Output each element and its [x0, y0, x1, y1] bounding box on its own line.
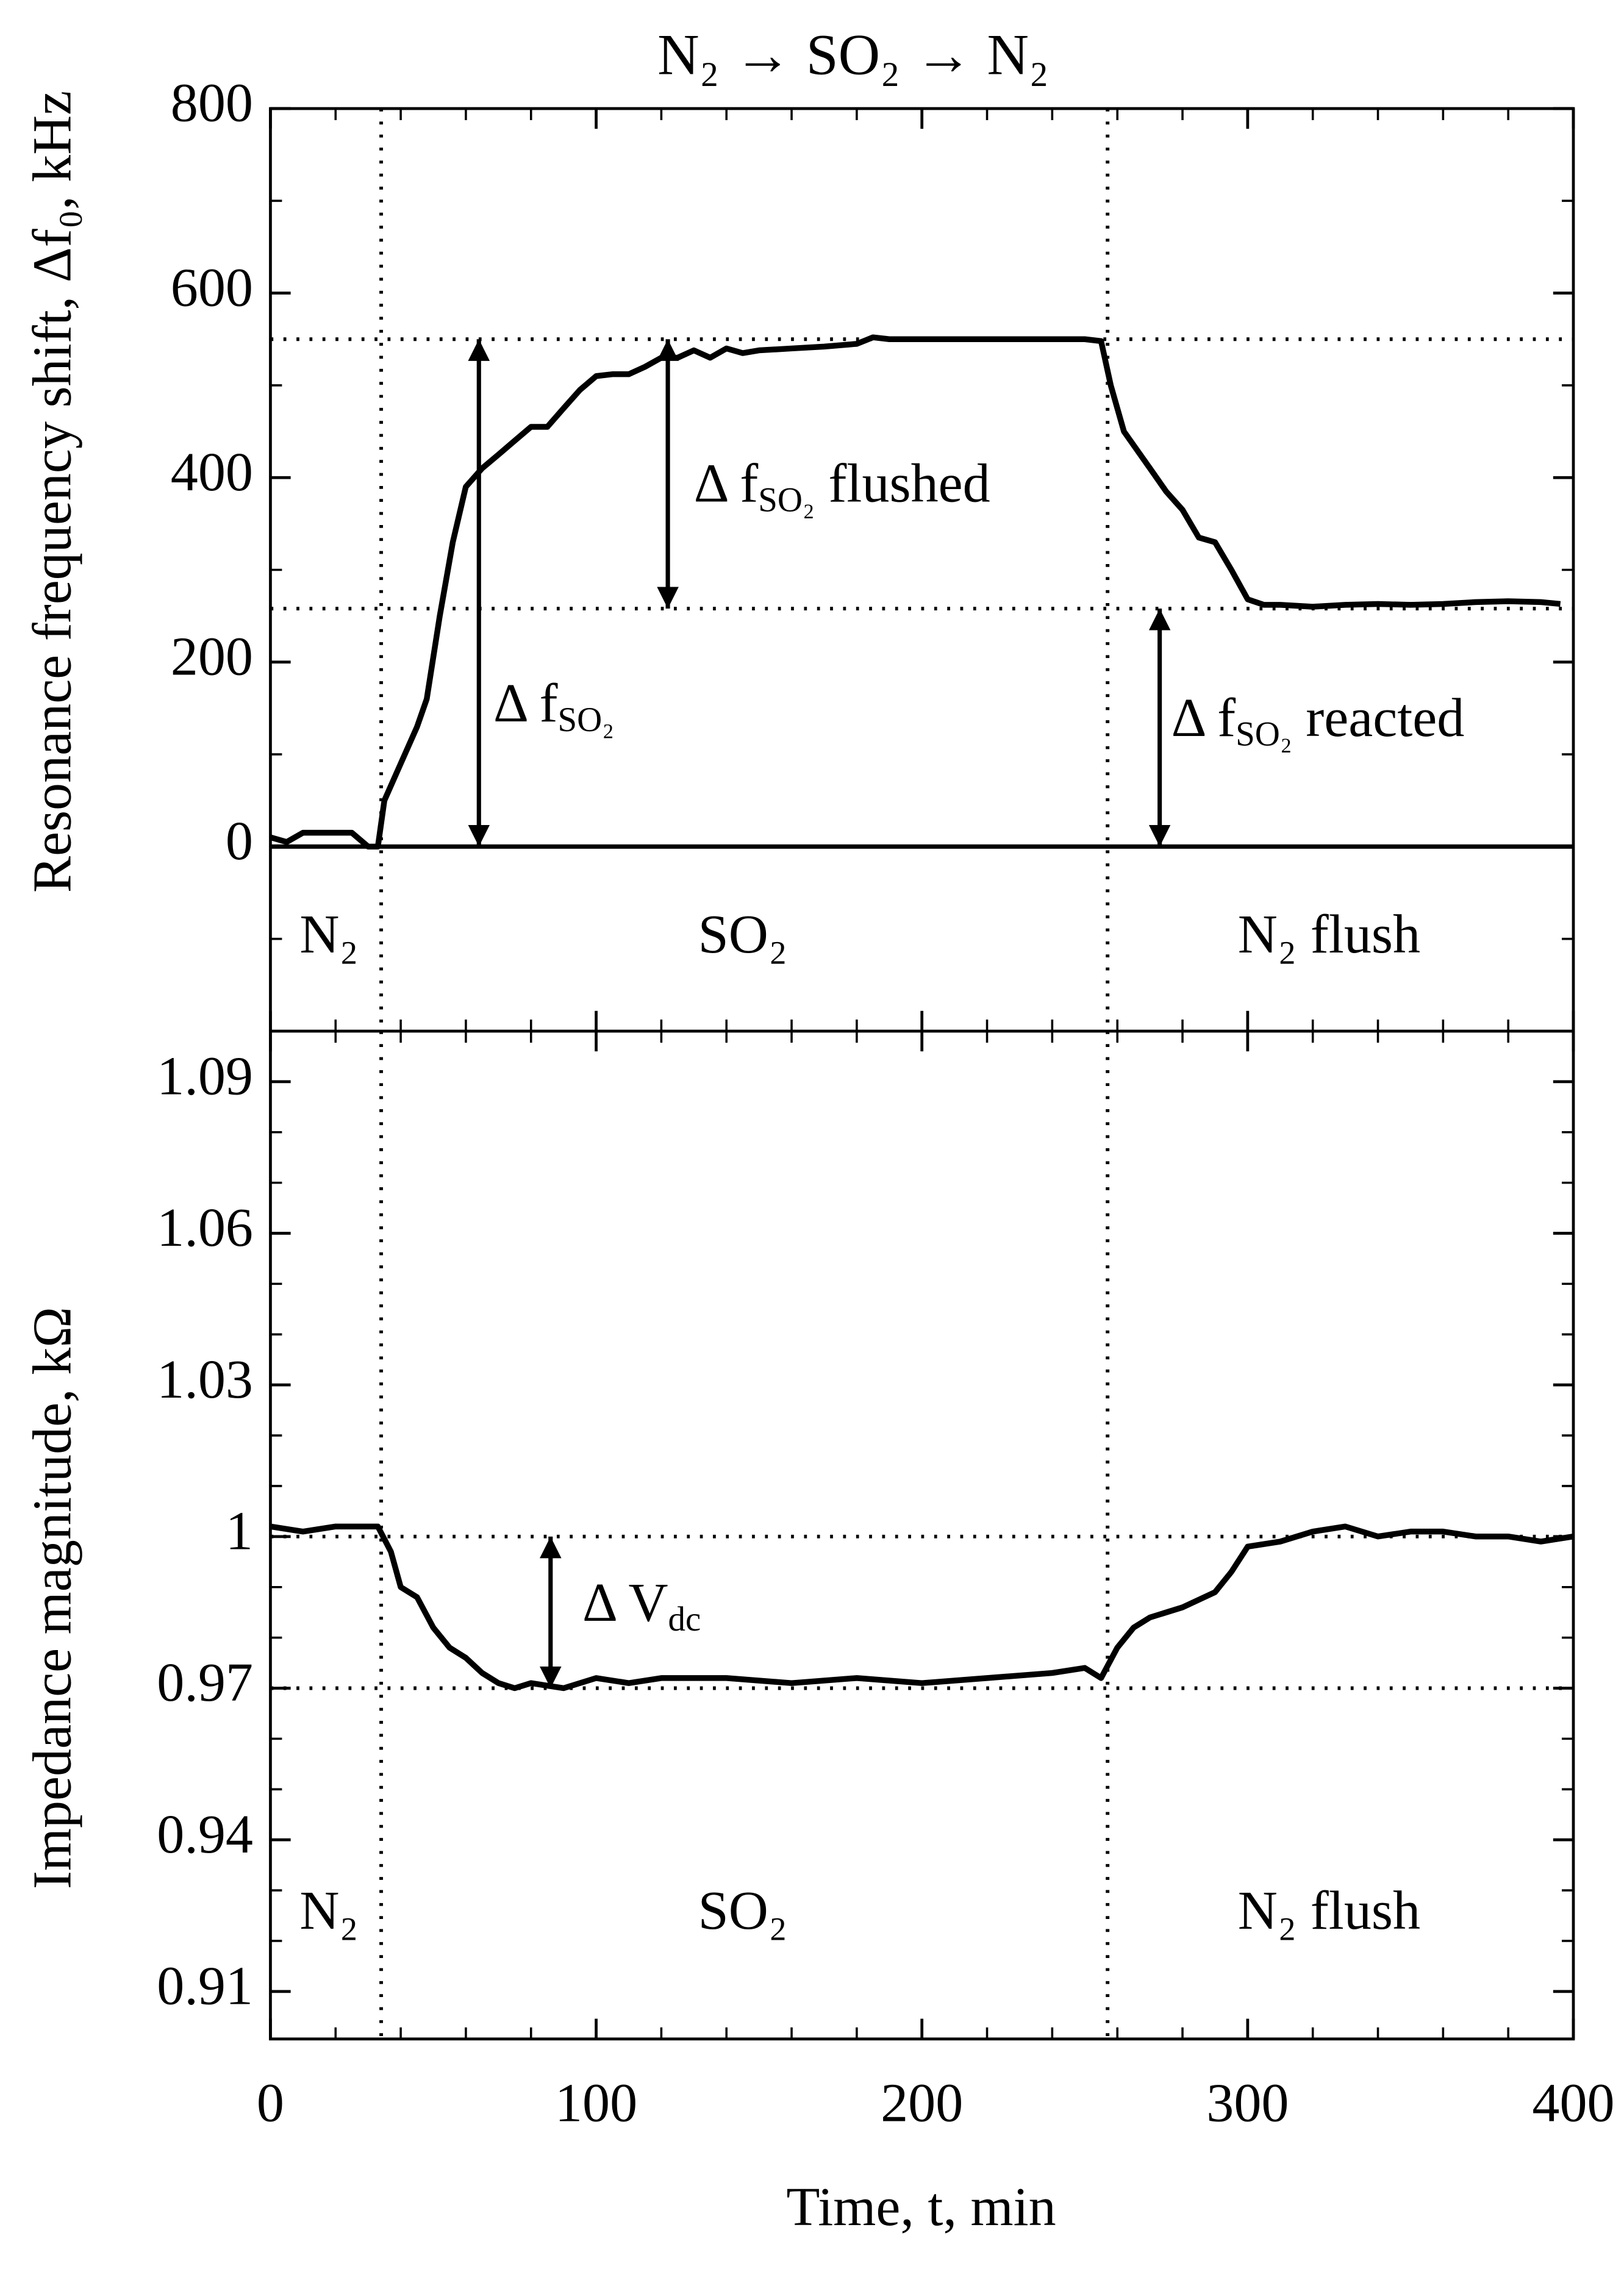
annotation: Δ Vdc [582, 1573, 701, 1638]
y-tick-label: 0 [226, 811, 253, 871]
region-label: N₂ flush [1238, 1881, 1420, 1941]
annotation-subscript: dc [668, 1600, 701, 1638]
y-tick-label: 600 [171, 257, 253, 318]
annotation-subscript: SO₂ [1236, 715, 1292, 754]
region-label: N₂ [299, 904, 358, 965]
y-tick-label: 200 [171, 626, 253, 687]
annotation-text: Δ f [1171, 688, 1236, 748]
plot-frame [269, 107, 1575, 2041]
x-tick-label: 200 [881, 2073, 963, 2133]
y-tick-label: 1.06 [157, 1198, 253, 1258]
region-label: N₂ flush [1238, 904, 1420, 965]
region-label: SO₂ [698, 1881, 788, 1941]
y-tick-label: 0.97 [157, 1653, 253, 1713]
data-line [270, 334, 1561, 850]
annotation-text: reacted [1292, 688, 1465, 748]
annotation: Δ fSO₂ reacted [1171, 688, 1465, 754]
region-label: N₂ [299, 1881, 358, 1941]
annotation: Δ fSO₂ [493, 673, 614, 739]
data-line [270, 1523, 1574, 1692]
y-tick-label: 1 [226, 1501, 253, 1562]
y-tick-label: 0.94 [157, 1804, 253, 1865]
region-label: SO₂ [698, 904, 788, 965]
x-axis-label: Time, t, min [786, 2177, 1056, 2237]
annotation-text: Δ f [493, 673, 558, 734]
y-tick-label: 800 [171, 73, 253, 134]
y-tick-label: 1.09 [157, 1046, 253, 1107]
x-tick-label: 300 [1206, 2073, 1289, 2133]
chart-title: N₂ → SO₂ → N₂ [657, 23, 1049, 87]
y-axis-label: Resonance frequency shift, Δf₀, kHz [23, 91, 83, 893]
annotation-text: flushed [815, 453, 990, 513]
y-tick-label: 400 [171, 442, 253, 502]
y-axis-label: Impedance magnitude, kΩ [23, 1307, 83, 1889]
annotation-subscript: SO₂ [558, 701, 615, 739]
x-tick-label: 0 [257, 2073, 284, 2133]
annotation-subscript: SO₂ [758, 481, 815, 519]
y-tick-label: 0.91 [157, 1956, 253, 2017]
annotation-text: Δ f [694, 453, 759, 513]
annotation-text: Δ V [582, 1573, 668, 1633]
y-tick-label: 1.03 [157, 1349, 253, 1410]
x-tick-label: 400 [1532, 2073, 1614, 2133]
x-tick-label: 100 [555, 2073, 637, 2133]
annotation: Δ fSO₂ flushed [694, 453, 990, 519]
